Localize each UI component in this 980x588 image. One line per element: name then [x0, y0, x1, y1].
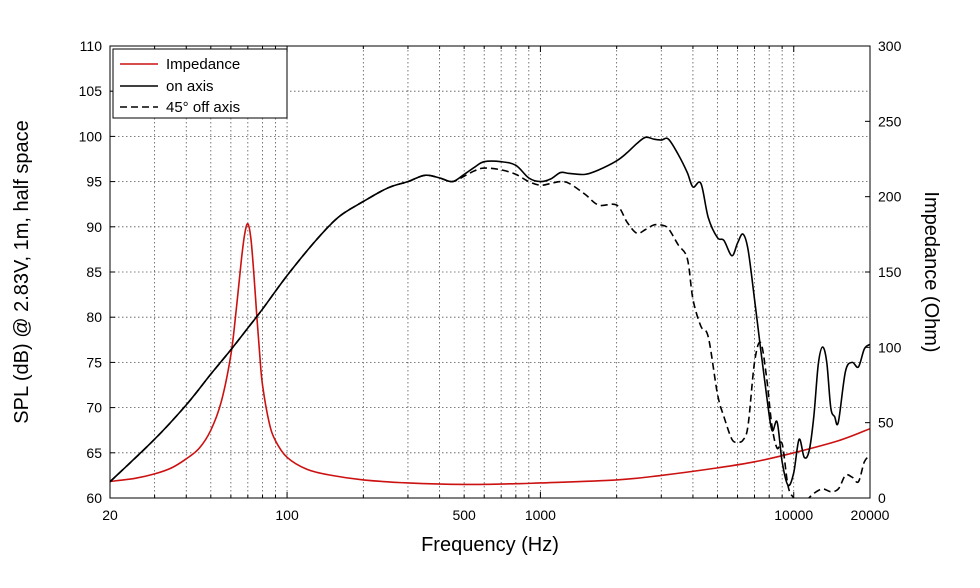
y2-tick-label: 300: [878, 38, 902, 54]
y-tick-label: 90: [86, 219, 102, 235]
y2-tick-label: 250: [878, 113, 902, 129]
x-tick-label: 20: [102, 507, 118, 523]
y-tick-label: 70: [86, 400, 102, 416]
legend: Impedance on axis 45° off axis: [112, 48, 288, 119]
y2-tick-label: 100: [878, 339, 902, 355]
series-line-impedance: [110, 222, 870, 486]
y2-tick-labels: 0 50 100 150 200 250 300: [878, 38, 902, 506]
x-tick-labels: 20 100 500 1000 10000 20000: [102, 507, 889, 523]
y2-tick-label: 200: [878, 189, 902, 205]
y2-tick-label: 150: [878, 264, 902, 280]
y2-tick-label: 0: [878, 490, 886, 506]
y-tick-label: 60: [86, 490, 102, 506]
y-tick-label: 85: [86, 264, 102, 280]
series-lines: [110, 136, 870, 498]
y-tick-label: 105: [79, 83, 103, 99]
y-tick-label: 65: [86, 445, 102, 461]
legend-label-on-axis: on axis: [166, 78, 214, 95]
x-axis-title: Frequency (Hz): [421, 534, 559, 556]
y-axis-title: SPL (dB) @ 2.83V, 1m, half space: [11, 120, 33, 423]
legend-box: [112, 48, 288, 119]
y-tick-label: 110: [80, 38, 103, 54]
y-tick-label: 95: [86, 174, 102, 190]
legend-label-off-axis: 45° off axis: [166, 99, 240, 116]
y-tick-label: 100: [79, 128, 103, 144]
x-tick-label: 500: [452, 507, 476, 523]
grid: [110, 46, 870, 498]
x-tick-label: 100: [275, 507, 299, 523]
y-tick-label: 80: [86, 309, 102, 325]
y2-tick-label: 50: [878, 415, 894, 431]
legend-label-impedance: Impedance: [166, 56, 240, 73]
x-tick-label: 20000: [851, 507, 890, 523]
x-tick-label: 10000: [774, 507, 813, 523]
x-tick-label: 1000: [525, 507, 556, 523]
y-tick-labels: 60 65 70 75 80 85 90 95 100 105 110: [79, 38, 103, 506]
y-tick-label: 75: [86, 354, 102, 370]
y2-axis-title: Impedance (Ohm): [920, 191, 942, 352]
series-line-on-axis: [110, 136, 870, 487]
